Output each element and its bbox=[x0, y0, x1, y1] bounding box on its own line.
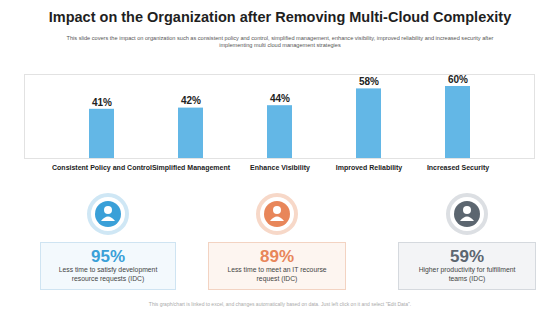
html-text:95%: 95% bbox=[91, 247, 125, 266]
svg-text:Improved Reliability: Improved Reliability bbox=[336, 164, 403, 172]
svg-text:Simplified Management: Simplified Management bbox=[152, 164, 231, 172]
svg-text:41%: 41% bbox=[92, 97, 112, 108]
svg-text:42%: 42% bbox=[181, 95, 201, 106]
html-text:This graph/chart is linked to: This graph/chart is linked to excel, and… bbox=[148, 301, 412, 307]
html-text:89%: 89% bbox=[260, 247, 294, 266]
html-text:This slide covers the impact o: This slide covers the impact on organiza… bbox=[66, 35, 494, 48]
html-text:Impact on the Organization aft: Impact on the Organization after Removin… bbox=[48, 9, 512, 25]
svg-text:58%: 58% bbox=[359, 76, 379, 87]
svg-text:Enhance Visibility: Enhance Visibility bbox=[250, 164, 310, 172]
html-text:Less time to meet an IT recour: Less time to meet an IT recourse request… bbox=[227, 266, 327, 282]
svg-text:44%: 44% bbox=[270, 93, 290, 104]
svg-text:Consistent Policy and Control: Consistent Policy and Control bbox=[52, 164, 152, 172]
html-text:Less time to satisfy developme: Less time to satisfy development resourc… bbox=[58, 266, 158, 282]
html-text:59%: 59% bbox=[450, 247, 484, 266]
svg-text:60%: 60% bbox=[448, 74, 468, 85]
svg-text:Increased Security: Increased Security bbox=[427, 164, 489, 172]
html-text:Higher productivity for fulfil: Higher productivity for fulfillment team… bbox=[418, 266, 516, 282]
